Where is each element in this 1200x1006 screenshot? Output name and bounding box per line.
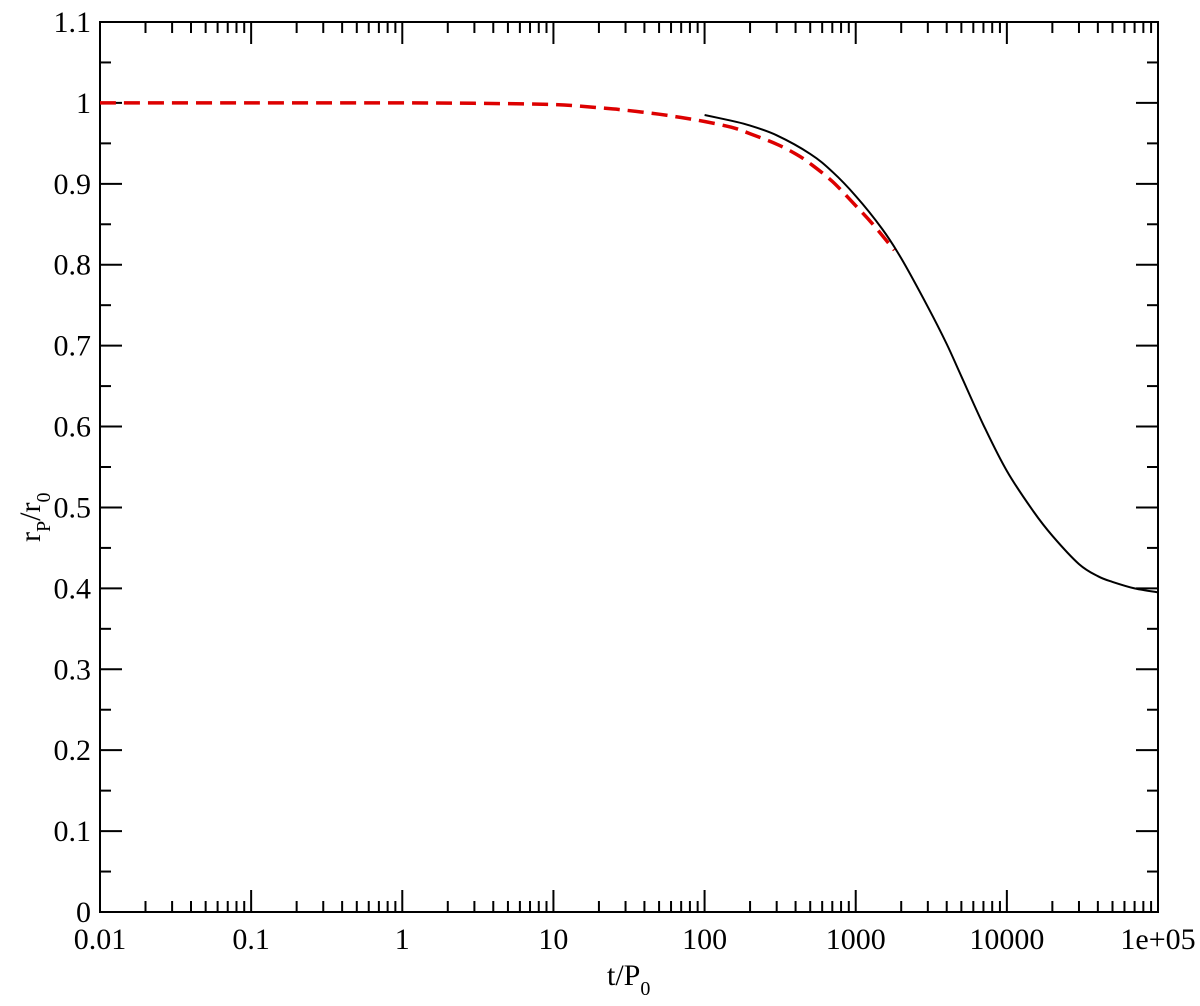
- x-tick-label: 10: [538, 923, 568, 956]
- x-tick-label: 1: [395, 923, 410, 956]
- series-0-line: [100, 101, 896, 252]
- x-tick-label: 1000: [826, 923, 886, 956]
- plot-frame: [99, 21, 1159, 913]
- x-tick-label: 10000: [969, 923, 1044, 956]
- x-tick-label: 0.01: [74, 923, 127, 956]
- series: [100, 101, 1159, 594]
- y-axis-label: rP/r0: [14, 493, 55, 542]
- y-tick-label: 0.5: [54, 491, 92, 524]
- y-tick-label: 0.1: [54, 815, 92, 848]
- x-tick-label: 100: [682, 923, 727, 956]
- tick-labels: 0.01 0.1 1 10 100 1000 10000 1e+05 0 0.1 0.2 0.3 0.4…: [54, 6, 1196, 956]
- y-tick-label: 0.8: [54, 249, 92, 282]
- y-tick-label: 1.1: [54, 6, 92, 39]
- x-tick-label: 1e+05: [1120, 923, 1195, 956]
- series-1-line: [704, 114, 1159, 594]
- x-tick-label: 0.1: [232, 923, 270, 956]
- y-tick-label: 0.3: [54, 653, 92, 686]
- y-tick-label: 0: [76, 896, 91, 929]
- y-tick-label: 0.2: [54, 734, 92, 767]
- y-tick-label: 1: [76, 87, 91, 120]
- y-tick-label: 0.6: [54, 411, 92, 444]
- y-tick-label: 0.7: [54, 330, 92, 363]
- ticks: [99, 21, 1159, 913]
- y-tick-label: 0.4: [54, 572, 92, 605]
- y-tick-label: 0.9: [54, 168, 92, 201]
- x-axis-label: t/P0: [607, 959, 650, 1000]
